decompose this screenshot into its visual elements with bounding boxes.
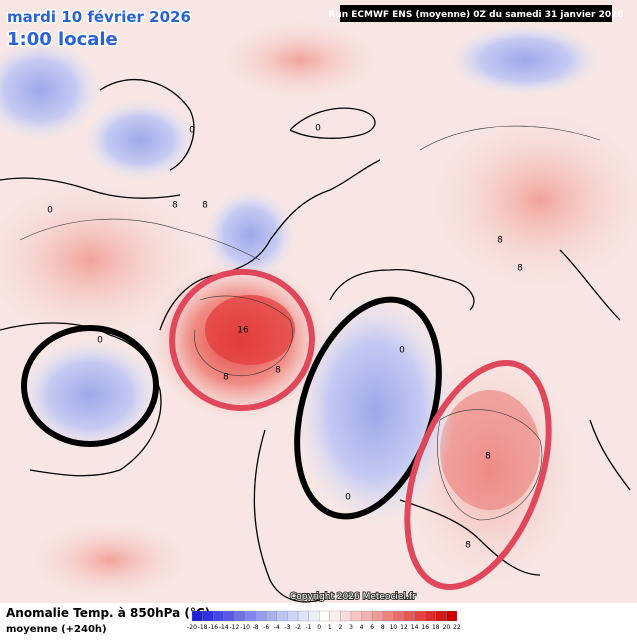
scale-label: -16 xyxy=(208,624,218,631)
highlight-ellipses xyxy=(21,268,552,590)
run-box xyxy=(340,5,612,22)
scale-cell xyxy=(393,610,405,622)
contour-label: 0 xyxy=(345,493,351,503)
scale-cell xyxy=(329,610,341,622)
scale-label: 2 xyxy=(338,624,342,631)
scale-cell xyxy=(361,610,373,622)
scale-cell xyxy=(223,610,235,622)
legend-subtitle: moyenne (+240h) xyxy=(6,624,107,635)
scale-cell xyxy=(244,610,256,622)
scale-label: 12 xyxy=(400,624,408,631)
contour-label: 8 xyxy=(223,373,229,383)
scale-label: -6 xyxy=(263,624,269,631)
scale-cell xyxy=(403,610,415,622)
scale-cell xyxy=(340,610,352,622)
color-scale: -20 -18 -16 -14 -12 -10 -8 -6 -4 -3 -2 -1 0 1 2 3 4 6 8 10 1… xyxy=(187,610,461,631)
contour-label: 16 xyxy=(237,326,249,336)
scale-label: 22 xyxy=(453,624,461,631)
scale-label: 8 xyxy=(381,624,385,631)
scale-label: 6 xyxy=(370,624,374,631)
scale-label: 0 xyxy=(317,624,321,631)
scale-label: 3 xyxy=(349,624,353,631)
scale-label: -14 xyxy=(219,624,229,631)
scale-label: -12 xyxy=(229,624,239,631)
scale-label: -1 xyxy=(306,624,312,631)
copyright: Copyright 2026 Meteociel.fr xyxy=(290,592,416,602)
contour-label: 0 xyxy=(47,206,53,216)
scale-cell xyxy=(372,610,383,622)
scale-label: 16 xyxy=(421,624,429,631)
scale-label: -10 xyxy=(240,624,250,631)
contour-label: 8 xyxy=(517,264,523,274)
local-time: 1:00 locale xyxy=(7,29,118,50)
scale-cell xyxy=(382,610,394,622)
coastlines xyxy=(0,78,631,603)
scale-cell xyxy=(202,610,214,622)
scale-cell xyxy=(435,610,447,622)
contour-label: 0 xyxy=(399,346,405,356)
scale-label: -18 xyxy=(198,624,208,631)
scale-cell xyxy=(297,610,309,622)
scale-label: -20 xyxy=(187,624,197,631)
scale-cell xyxy=(287,610,299,622)
scale-cell xyxy=(414,610,426,622)
scale-label: 20 xyxy=(443,624,451,631)
scale-label: 1 xyxy=(328,624,332,631)
scale-cell xyxy=(213,610,224,622)
scale-label: 4 xyxy=(360,624,364,631)
contour-label: 8 xyxy=(497,236,503,246)
scale-cell xyxy=(255,610,267,622)
scale-cell xyxy=(319,610,330,622)
contour-label: 0 xyxy=(97,336,103,346)
scale-label: -2 xyxy=(295,624,301,631)
scale-label: -3 xyxy=(284,624,290,631)
scale-cell xyxy=(308,610,320,622)
contour-label: 0 xyxy=(189,126,195,136)
contour-labels: 0 0 0 8 8 16 8 8 0 0 8 8 8 8 0 xyxy=(47,124,523,551)
legend-panel xyxy=(0,603,637,640)
contour-label: 8 xyxy=(202,201,208,211)
anomaly-field xyxy=(0,20,637,600)
run-info: Run ECMWF ENS (moyenne) 0Z du samedi 31 … xyxy=(328,10,623,20)
contour-label: 8 xyxy=(465,541,471,551)
scale-cell xyxy=(350,610,362,622)
scale-label: 14 xyxy=(411,624,419,631)
contour-label: 8 xyxy=(172,201,178,211)
contour-label: 8 xyxy=(485,452,491,462)
scale-cell xyxy=(191,610,203,622)
scale-label: -8 xyxy=(253,624,259,631)
contours xyxy=(19,125,601,521)
scale-cell xyxy=(266,610,277,622)
date: mardi 10 février 2026 xyxy=(7,8,191,26)
scale-cell xyxy=(234,610,246,622)
scale-label: -4 xyxy=(274,624,280,631)
scale-cell xyxy=(276,610,288,622)
contour-label: 8 xyxy=(275,366,281,376)
contour-label: 0 xyxy=(315,124,321,134)
legend-title: Anomalie Temp. à 850hPa (°C) xyxy=(6,606,210,620)
scale-label: 10 xyxy=(390,624,398,631)
scale-cell xyxy=(446,610,458,622)
scale-label: 18 xyxy=(432,624,440,631)
scale-cell xyxy=(425,610,436,622)
